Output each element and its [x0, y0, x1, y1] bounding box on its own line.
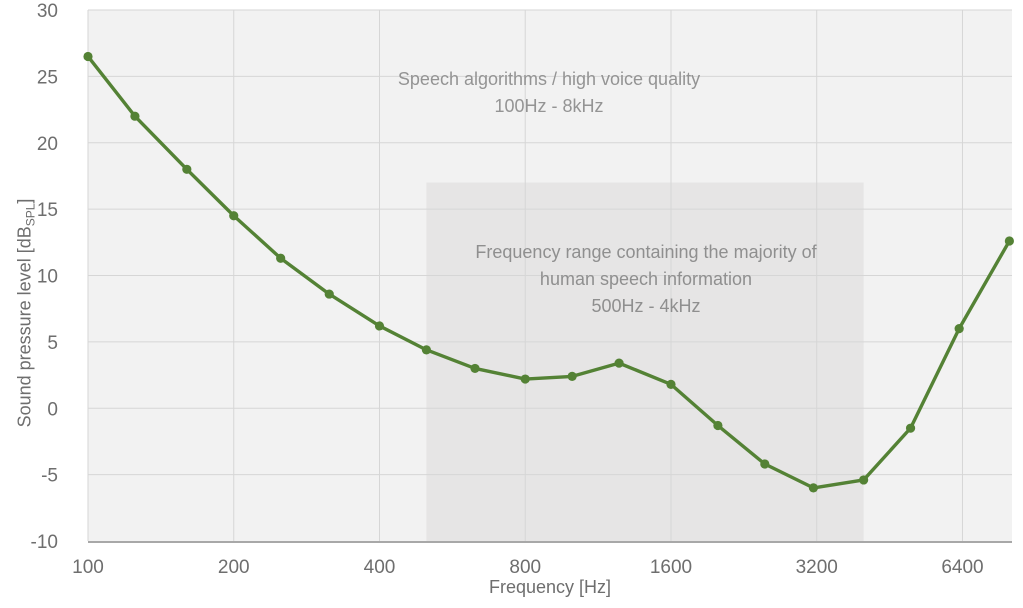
y-tick-label: 20 — [37, 134, 58, 155]
y-tick-label: 30 — [37, 1, 58, 22]
x-axis-title: Frequency [Hz] — [488, 577, 612, 597]
y-tick-label: -10 — [31, 532, 58, 553]
y-axis-title-subscript: SPL — [23, 203, 38, 227]
data-point-marker — [130, 111, 140, 121]
annotation-speech-algorithms: Speech algorithms / high voice quality 1… — [398, 66, 700, 120]
spl-curve — [86, 54, 1012, 490]
data-point-marker — [614, 358, 624, 368]
y-tick-label: 15 — [37, 200, 58, 221]
data-point-marker — [1004, 236, 1014, 246]
data-point-marker — [229, 211, 239, 221]
y-axis-title-suffix: ] — [14, 198, 35, 204]
data-point-marker — [760, 459, 770, 469]
data-point-marker — [713, 420, 723, 431]
x-tick-label: 200 — [218, 557, 250, 578]
data-point-marker — [905, 423, 916, 433]
annotation-line: 100Hz - 8kHz — [494, 96, 604, 116]
y-tick-label: 10 — [37, 267, 58, 288]
data-point-marker — [324, 289, 334, 299]
data-point-marker — [808, 483, 819, 493]
y-tick-label: -5 — [41, 466, 58, 487]
x-tick-label: 400 — [364, 557, 396, 578]
shaded-speech-band — [426, 182, 864, 541]
annotation-line: Speech algorithms / high voice quality — [397, 69, 701, 89]
y-axis-title: Sound pressure level [dBSPL] — [15, 199, 38, 428]
x-tick-label: 800 — [509, 557, 541, 578]
annotation-line: 500Hz - 4kHz — [591, 296, 701, 316]
data-point-marker — [182, 164, 192, 174]
y-tick-label: 0 — [47, 399, 58, 420]
data-point-marker — [567, 371, 577, 381]
data-point-marker — [83, 51, 93, 62]
data-point-marker — [954, 324, 964, 334]
data-point-marker — [276, 253, 286, 263]
data-point-marker — [470, 363, 480, 374]
data-point-marker — [520, 374, 530, 384]
y-tick-label: 25 — [37, 67, 58, 88]
y-axis-title-text: Sound pressure level [dB — [14, 226, 35, 428]
annotation-speech-information-range: Frequency range containing the majority … — [475, 239, 816, 320]
data-point-marker — [374, 321, 385, 331]
annotation-line: Frequency range containing the majority … — [475, 242, 817, 262]
data-point-marker — [421, 345, 432, 355]
data-point-marker — [859, 475, 869, 485]
x-tick-label: 3200 — [796, 557, 838, 578]
y-tick-label: 5 — [47, 333, 58, 354]
x-tick-label: 100 — [72, 557, 104, 578]
data-point-marker — [666, 379, 676, 389]
annotation-line: human speech information — [539, 269, 753, 289]
x-tick-label: 6400 — [941, 557, 983, 578]
x-tick-label: 1600 — [650, 557, 692, 578]
